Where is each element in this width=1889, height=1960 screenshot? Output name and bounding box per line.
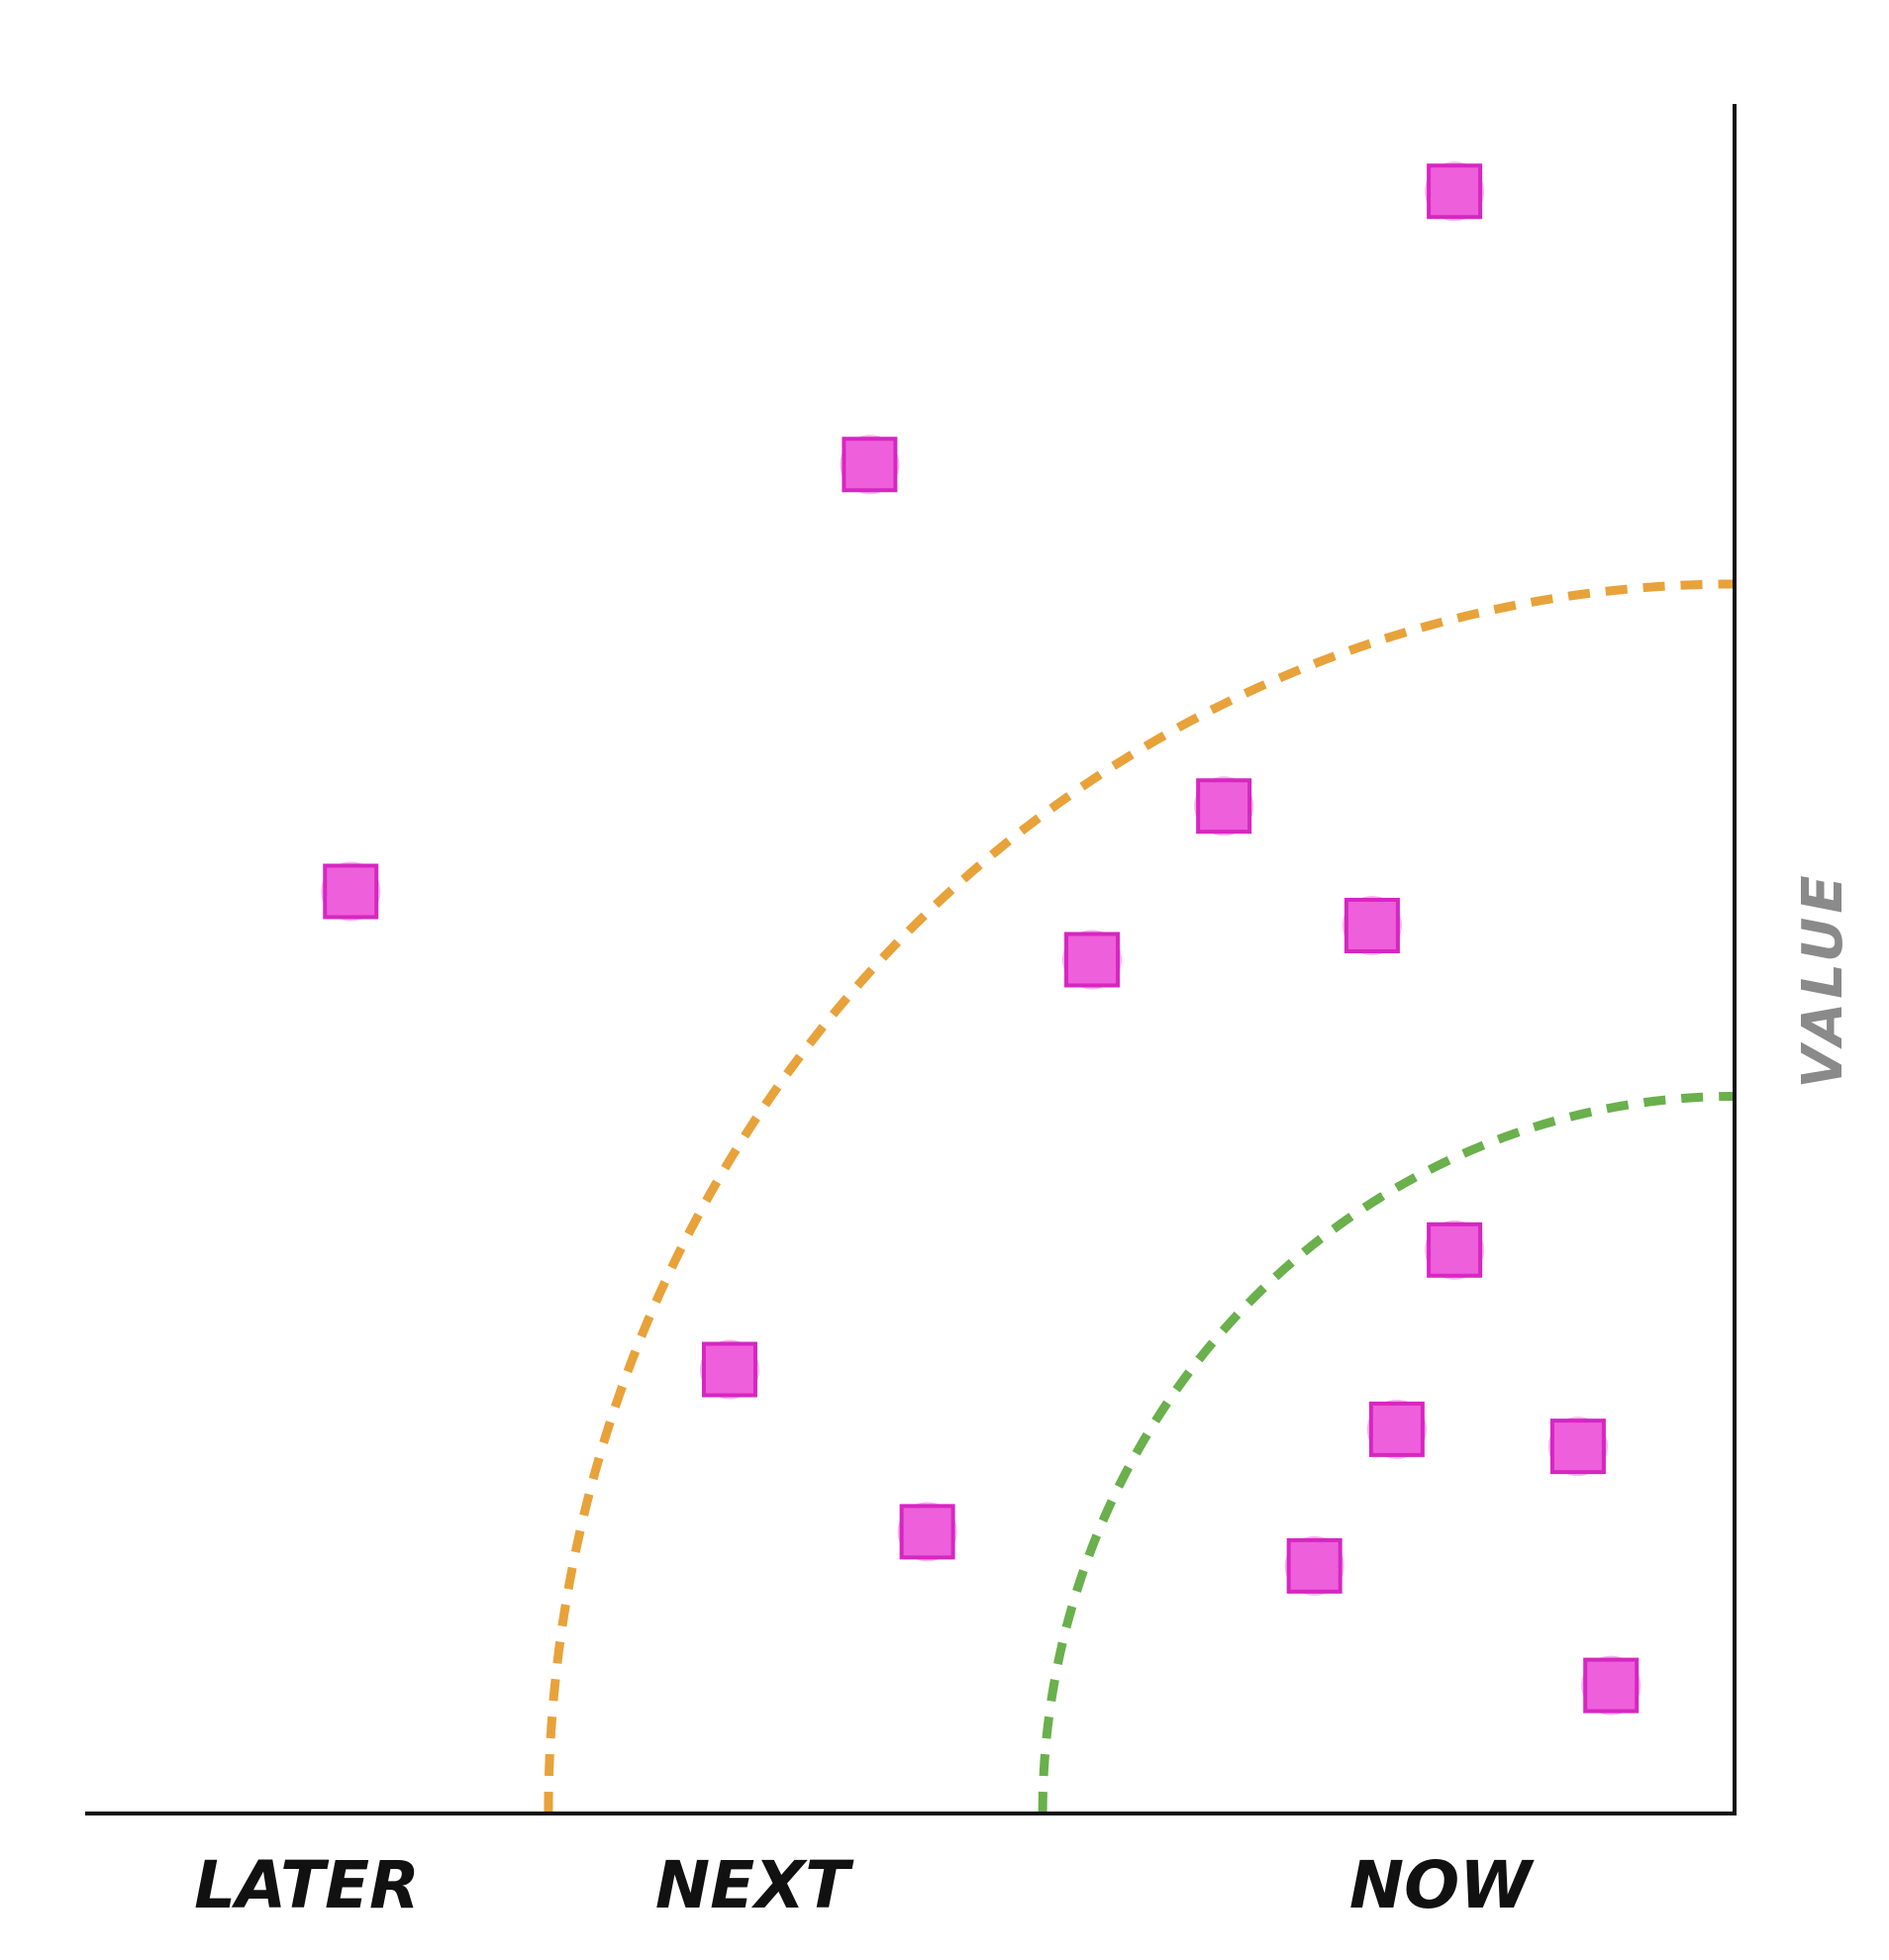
data-point: [699, 1339, 759, 1400]
x-category-label: LATER: [194, 1847, 420, 1923]
data-point: [1547, 1417, 1608, 1477]
x-category-label: NOW: [1349, 1847, 1535, 1923]
data-point: [1062, 930, 1123, 990]
threshold-arc-1: [544, 579, 1736, 1814]
data-point: [321, 861, 381, 922]
threshold-arcs: [544, 579, 1736, 1814]
data-point: [840, 435, 900, 495]
data-point: [897, 1502, 957, 1562]
y-axis-label: VALUE: [1791, 871, 1855, 1088]
data-point: [1425, 1220, 1485, 1280]
data-point: [1425, 161, 1485, 222]
data-points: [321, 161, 1641, 1715]
x-category-label: NEXT: [655, 1847, 854, 1923]
data-point: [1366, 1399, 1427, 1459]
x-category-labels: LATER NEXT NOW: [194, 1847, 1535, 1923]
data-point: [1581, 1655, 1641, 1715]
data-point: [1342, 896, 1402, 955]
data-point: [1284, 1535, 1344, 1596]
data-point: [1194, 776, 1254, 836]
